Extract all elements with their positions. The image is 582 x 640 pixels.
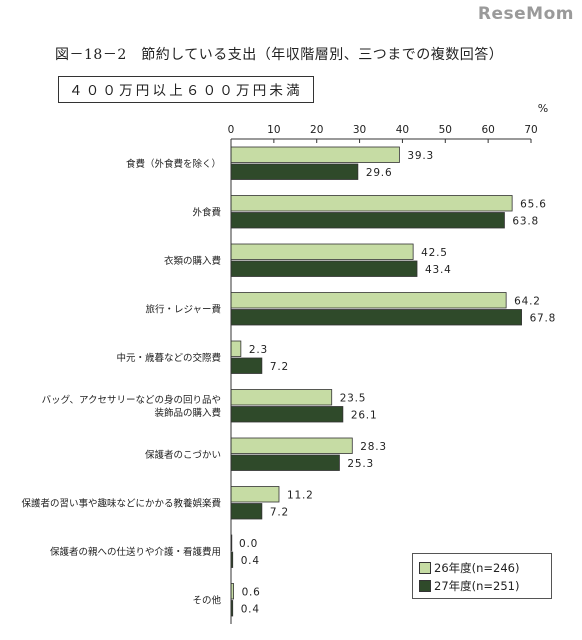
data-label-series-1: 42.5	[421, 247, 448, 259]
legend-item-series-2: 27年度(n=251)	[419, 578, 519, 594]
data-label-series-2: 43.4	[425, 264, 452, 276]
data-label-series-2: 0.4	[241, 555, 260, 567]
category-label: バッグ、アクセサリーなどの身の回り品や装飾品の購入費	[42, 394, 221, 419]
data-label-series-2: 25.3	[347, 458, 374, 470]
data-label-series-1: 2.3	[249, 344, 268, 356]
category-label-line: 保護者の習い事や趣味などにかかる教養娯楽費	[21, 497, 221, 509]
data-label-series-2: 29.6	[366, 167, 393, 179]
x-tick-label: 50	[439, 124, 452, 136]
bar-series-2	[230, 357, 263, 374]
bar-series-2	[230, 406, 344, 423]
bar-series-2	[230, 309, 522, 326]
data-label-series-2: 67.8	[530, 313, 557, 325]
data-label-series-1: 0.6	[242, 587, 261, 599]
x-tick-label: 20	[310, 124, 323, 136]
bar-series-1	[230, 437, 353, 454]
category-label-line: バッグ、アクセサリーなどの身の回り品や	[42, 394, 221, 406]
bar-series-2	[230, 260, 418, 277]
legend-label-series-1: 26年度(n=246)	[434, 561, 520, 575]
bar-series-1	[230, 292, 507, 309]
bar-series-1	[230, 389, 333, 406]
category-label-line: 保護者のこづかい	[145, 449, 221, 461]
legend-swatch-series-2	[419, 580, 431, 592]
category-label: 保護者の習い事や趣味などにかかる教養娯楽費	[21, 497, 221, 509]
x-tick-label: 30	[353, 124, 366, 136]
data-label-series-2: 63.8	[512, 216, 539, 228]
bar-series-1	[230, 243, 414, 260]
category-label: 保護者のこづかい	[145, 449, 221, 461]
data-label-series-2: 0.4	[241, 604, 260, 616]
data-label-series-1: 23.5	[340, 393, 367, 405]
data-label-series-2: 7.2	[270, 507, 289, 519]
bar-series-1	[230, 340, 242, 357]
category-label: 中元・歳暮などの交際費	[116, 352, 221, 364]
x-tick-label: 0	[228, 124, 235, 136]
data-label-series-1: 39.3	[407, 150, 434, 162]
bar-series-1	[230, 146, 400, 163]
legend-label-series-2: 27年度(n=251)	[434, 579, 520, 593]
chart-subtitle: ４００万円以上６００万円未満	[58, 76, 314, 103]
data-label-series-1: 28.3	[360, 441, 387, 453]
data-label-series-1: 64.2	[514, 296, 541, 308]
x-tick-label: 70	[524, 124, 537, 136]
bar-series-1	[230, 195, 513, 212]
category-label: 外食費	[192, 206, 221, 218]
bar-series-1	[230, 486, 280, 503]
data-label-series-1: 0.0	[239, 538, 258, 550]
x-tick-label: 10	[267, 124, 280, 136]
category-label-line: 旅行・レジャー費	[145, 303, 221, 315]
legend-item-series-1: 26年度(n=246)	[419, 560, 519, 576]
bar-series-2	[230, 212, 505, 229]
figure-title: 図－18－2 節約している支出（年収階層別、三つまでの複数回答）	[55, 47, 504, 63]
bar-series-2	[230, 503, 263, 520]
watermark-logo: ReseMom	[477, 4, 574, 24]
category-label-line: 保護者の親への仕送りや介護・看護費用	[50, 546, 221, 558]
data-label-series-2: 26.1	[351, 410, 378, 422]
category-label: 旅行・レジャー費	[145, 303, 221, 315]
bar-series-2	[230, 163, 359, 180]
category-label-line: その他	[192, 594, 221, 606]
data-label-series-1: 11.2	[287, 490, 314, 502]
data-label-series-2: 7.2	[270, 361, 289, 373]
x-tick-label: 40	[396, 124, 409, 136]
bar-series-2	[230, 454, 340, 471]
category-label-line: 装飾品の購入費	[154, 407, 221, 419]
category-label: 保護者の親への仕送りや介護・看護費用	[50, 546, 221, 558]
category-label-line: 衣類の購入費	[164, 255, 221, 267]
category-label-line: 中元・歳暮などの交際費	[116, 352, 221, 364]
category-label: その他	[192, 594, 221, 606]
axis-unit-label: %	[538, 102, 548, 115]
data-label-series-1: 65.6	[520, 199, 547, 211]
category-label-line: 食費（外食費を除く）	[126, 158, 221, 170]
category-label: 食費（外食費を除く）	[126, 158, 221, 170]
category-label: 衣類の購入費	[164, 255, 221, 267]
legend-swatch-series-1	[419, 562, 431, 574]
category-label-line: 外食費	[192, 206, 221, 218]
chart-legend: 26年度(n=246) 27年度(n=251)	[412, 553, 552, 599]
x-tick-label: 60	[481, 124, 494, 136]
